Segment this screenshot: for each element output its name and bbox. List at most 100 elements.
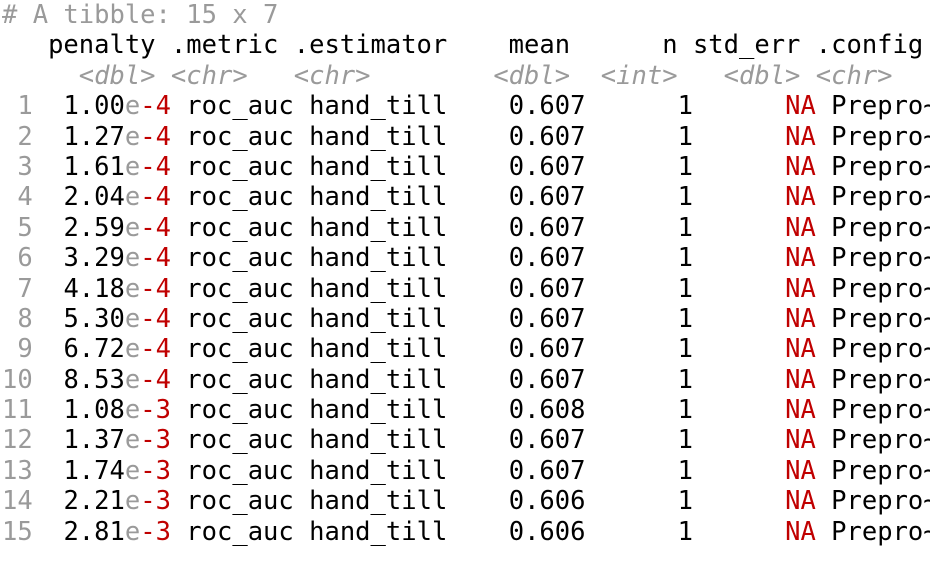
std-err-cell: NA: [708, 486, 816, 517]
config-cell: Prepro~: [831, 91, 930, 122]
table-row: 15 2.81e-3 roc_auc hand_till 0.606 1 NA …: [2, 517, 930, 547]
penalty-mantissa: 1.27: [63, 121, 125, 152]
table-row: 6 3.29e-4 roc_auc hand_till 0.607 1 NA P…: [2, 243, 930, 273]
penalty-pad: [48, 182, 63, 212]
metric-cell: roc_auc: [186, 151, 294, 182]
n-cell: 1: [600, 151, 693, 182]
col-gap: [463, 152, 478, 182]
penalty-e: e: [124, 243, 141, 274]
n-cell: 1: [600, 243, 693, 274]
col-gap: [171, 425, 186, 455]
penalty-e: e: [124, 516, 141, 547]
penalty-mantissa: 2.21: [63, 486, 125, 517]
col-gap: [816, 243, 831, 273]
penalty-e: e: [124, 334, 141, 365]
col-gap: [800, 30, 815, 60]
std-err-cell: NA: [708, 91, 816, 122]
col-gap: [171, 122, 186, 152]
col-gap: [693, 152, 708, 182]
n-cell: 1: [600, 455, 693, 486]
col-gap: [463, 182, 478, 212]
col-gap: [33, 122, 48, 152]
penalty-pad: [48, 456, 63, 486]
row-number: 2: [2, 121, 33, 152]
col-gap: [463, 91, 478, 121]
penalty-e: e: [124, 486, 141, 517]
penalty-exponent: -4: [140, 273, 171, 304]
column-type-metric: <chr>: [170, 60, 279, 91]
std-err-cell: NA: [708, 273, 816, 304]
penalty-mantissa: 2.81: [63, 516, 125, 547]
std-err-cell: NA: [708, 182, 816, 213]
col-gap: [463, 425, 478, 455]
col-gap: [585, 274, 600, 304]
config-cell: Prepro~: [831, 364, 930, 395]
col-gap: [693, 91, 708, 121]
n-cell: 1: [600, 425, 693, 456]
col-gap: [463, 486, 478, 516]
col-gap: [294, 152, 309, 182]
col-gap: [816, 274, 831, 304]
col-gap: [171, 152, 186, 182]
col-gap: [33, 334, 48, 364]
col-gap: [816, 517, 831, 547]
penalty-exponent: -4: [140, 364, 171, 395]
penalty-exponent: -4: [140, 243, 171, 274]
col-gap: [678, 30, 693, 60]
penalty-pad: [48, 517, 63, 547]
row-number: 15: [2, 516, 33, 547]
col-gap: [294, 395, 309, 425]
estimator-cell: hand_till: [309, 334, 463, 365]
estimator-cell: hand_till: [309, 151, 463, 182]
rownum-spacer: [2, 61, 33, 91]
col-gap: [294, 334, 309, 364]
penalty-e: e: [124, 455, 141, 486]
metric-cell: roc_auc: [186, 121, 294, 152]
metric-cell: roc_auc: [186, 486, 294, 517]
col-gap: [156, 30, 171, 60]
col-gap: [693, 486, 708, 516]
tibble-rows: 1 1.00e-4 roc_auc hand_till 0.607 1 NA P…: [2, 91, 930, 547]
mean-cell: 0.607: [478, 182, 586, 213]
metric-cell: roc_auc: [186, 243, 294, 274]
column-header-estimator: .estimator: [293, 30, 448, 61]
metric-cell: roc_auc: [186, 334, 294, 365]
config-cell: Prepro~: [831, 151, 930, 182]
col-gap: [585, 486, 600, 516]
col-gap: [585, 91, 600, 121]
table-row: 2 1.27e-4 roc_auc hand_till 0.607 1 NA P…: [2, 122, 930, 152]
penalty-mantissa: 8.53: [63, 364, 125, 395]
penalty-pad: [48, 152, 63, 182]
metric-cell: roc_auc: [186, 273, 294, 304]
n-cell: 1: [600, 121, 693, 152]
mean-cell: 0.607: [478, 364, 586, 395]
col-gap: [33, 304, 48, 334]
penalty-e: e: [124, 273, 141, 304]
col-gap: [816, 213, 831, 243]
estimator-cell: hand_till: [309, 486, 463, 517]
col-gap: [693, 274, 708, 304]
col-gap: [693, 425, 708, 455]
col-gap: [585, 456, 600, 486]
col-gap: [585, 243, 600, 273]
col-gap: [585, 213, 600, 243]
column-header-metric: .metric: [170, 30, 279, 61]
col-gap: [570, 61, 585, 91]
mean-cell: 0.606: [478, 486, 586, 517]
mean-cell: 0.607: [478, 455, 586, 486]
config-cell: Prepro~: [831, 182, 930, 213]
config-cell: Prepro~: [831, 273, 930, 304]
col-gap: [693, 122, 708, 152]
penalty-pad: [48, 122, 63, 152]
rownum-spacer: [2, 30, 33, 60]
col-gap: [585, 152, 600, 182]
col-gap: [816, 456, 831, 486]
col-gap: [294, 304, 309, 334]
penalty-exponent: -3: [140, 425, 171, 456]
table-row: 4 2.04e-4 roc_auc hand_till 0.607 1 NA P…: [2, 182, 930, 212]
metric-cell: roc_auc: [186, 91, 294, 122]
penalty-mantissa: 3.29: [63, 243, 125, 274]
penalty-pad: [48, 213, 63, 243]
col-gap: [816, 91, 831, 121]
col-gap: [171, 456, 186, 486]
